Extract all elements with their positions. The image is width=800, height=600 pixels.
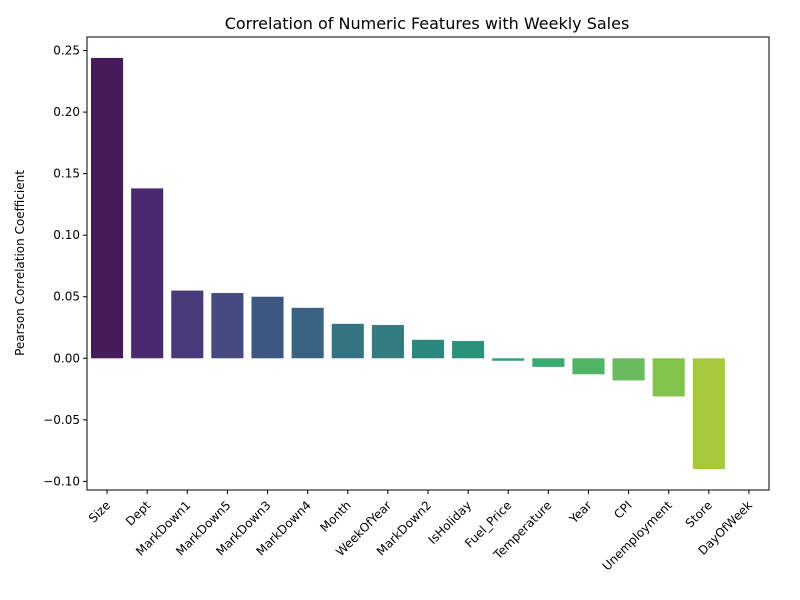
bar-markdown5 [211, 293, 244, 359]
bar-store [692, 358, 725, 470]
y-axis-title: Pearson Correlation Coefficient [13, 170, 27, 356]
y-tick-label: −0.05 [43, 413, 80, 427]
y-tick-label: 0.10 [53, 228, 80, 242]
x-tick-label: Unemployment [600, 498, 675, 573]
plot-frame [86, 36, 770, 491]
y-tick-label: 0.15 [53, 167, 80, 181]
bar-year [572, 358, 605, 375]
x-tick-label: Store [683, 498, 715, 530]
chart-title: Correlation of Numeric Features with Wee… [225, 14, 630, 33]
bar-markdown2 [411, 339, 445, 359]
bar-cpi [612, 358, 645, 381]
y-tick-label: 0.20 [53, 105, 80, 119]
bar-dept [131, 188, 164, 359]
bar-markdown4 [291, 307, 324, 359]
x-tick-label: Month [317, 498, 354, 535]
bar-markdown1 [171, 290, 204, 359]
x-tick-label: Size [86, 498, 113, 525]
bar-unemployment [652, 358, 685, 397]
x-axis: Size DeptMarkDown1MarkDown5MarkDown3MarkD… [86, 490, 755, 573]
y-tick-label: 0.05 [53, 290, 80, 304]
bar-markdown3 [251, 296, 284, 359]
bar-weekofyear [371, 325, 404, 359]
bar-size [91, 57, 124, 359]
bar-temperature [532, 358, 565, 367]
x-tick-label: Year [566, 498, 595, 527]
bar-fuel-price [492, 358, 525, 361]
y-tick-label: 0.00 [53, 351, 80, 365]
y-axis: −0.10 −0.05 0.00 0.05 0.10 0.15 0.20 0.25 [43, 44, 87, 488]
y-tick-label: 0.25 [53, 44, 80, 58]
bar-month [331, 323, 364, 359]
y-tick-label: −0.10 [43, 474, 80, 488]
x-tick-label: CPI [611, 498, 634, 521]
bars-group [91, 57, 725, 470]
bar-isholiday [452, 341, 485, 359]
x-tick-label: Dept [123, 498, 154, 529]
